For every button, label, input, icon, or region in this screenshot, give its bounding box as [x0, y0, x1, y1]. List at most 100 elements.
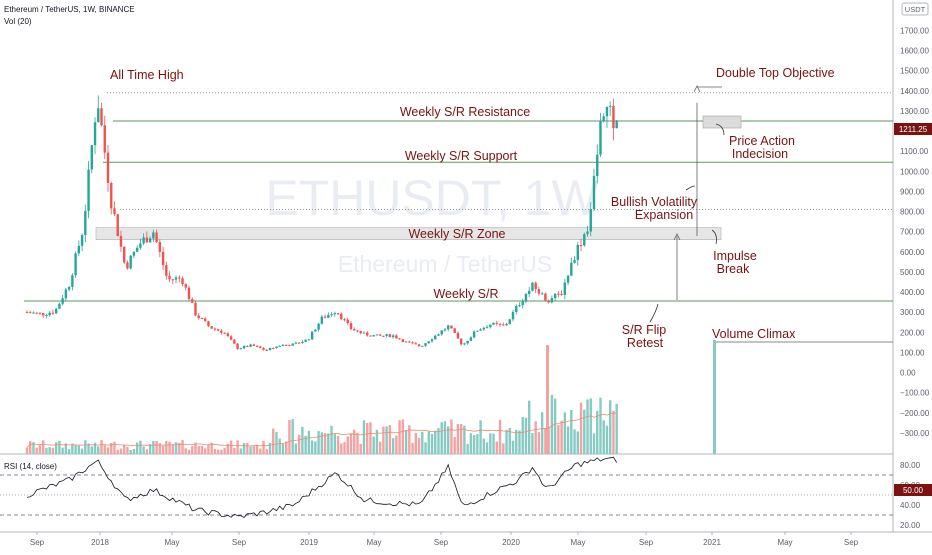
volume-bar: [67, 449, 71, 454]
volume-bar: [372, 436, 375, 454]
volume-bar: [181, 440, 184, 454]
volume-bar: [340, 443, 343, 454]
volume-bar: [275, 431, 278, 454]
candle-body: [320, 316, 324, 324]
volume-bar: [489, 433, 492, 454]
volume-bar: [51, 447, 55, 454]
candle-body: [200, 318, 204, 320]
time-tick: Sep: [844, 538, 859, 547]
volume-bar: [119, 448, 123, 454]
candle-body: [197, 315, 200, 319]
volume-bar: [540, 412, 544, 454]
price-tick: 700.00: [900, 228, 925, 237]
watermark-name: Ethereum / TetherUS: [338, 251, 552, 277]
rsi-current-badge: [894, 484, 932, 496]
candle-body: [42, 313, 45, 316]
volume-bar: [544, 428, 547, 454]
volume-bar: [106, 447, 110, 454]
volume-bar: [310, 440, 314, 454]
candle-body: [609, 106, 612, 108]
volume-bar: [148, 443, 152, 454]
volume-bar: [152, 440, 155, 454]
time-axis[interactable]: Sep 2018 May Sep 2019 May Sep 2020 May Sep 2021 May…: [30, 532, 859, 547]
volume-bar: [285, 441, 288, 454]
candle-body: [317, 323, 320, 330]
current-price-label: 1211.25: [899, 125, 928, 134]
candle-body: [356, 330, 359, 332]
volume-bar: [74, 445, 77, 454]
volume-bar: [90, 446, 93, 454]
volume-bar: [450, 419, 453, 454]
candle-body: [349, 323, 353, 330]
volume-bar: [132, 448, 136, 454]
volume-bar: [25, 447, 29, 454]
annotation-double-top: Double Top Objective: [716, 66, 835, 80]
candle-body: [323, 316, 327, 318]
candle-body: [605, 106, 609, 117]
volume-bar: [378, 441, 382, 454]
candle-body: [80, 235, 84, 246]
zone-arrowhead: [673, 233, 681, 241]
rsi-tick: 80.00: [900, 461, 921, 470]
price-tick: 400.00: [900, 288, 925, 297]
candle-body: [278, 345, 281, 347]
candle-body: [129, 255, 132, 269]
candle-body: [443, 329, 447, 331]
candle-body: [233, 339, 236, 344]
time-tick: Sep: [232, 538, 247, 547]
candle-body: [132, 251, 136, 256]
candle-body: [90, 145, 93, 170]
candle-body: [123, 246, 126, 263]
candle-body: [459, 338, 463, 345]
volume-bar: [139, 440, 142, 454]
price-tick: −100.00: [900, 389, 930, 398]
volume-bar: [472, 435, 476, 454]
volume-bars: [25, 340, 716, 454]
volume-bar: [242, 442, 246, 454]
annotation-price-action-2: Indecision: [732, 147, 788, 161]
candle-body: [54, 308, 58, 314]
volume-bar: [443, 421, 447, 454]
volume-bar: [226, 443, 230, 454]
price-axis[interactable]: 1700.001600.001500.001400.001300.001200.…: [900, 26, 930, 438]
candle-body: [511, 312, 515, 320]
volume-bar: [77, 445, 81, 454]
price-tick: 500.00: [900, 268, 925, 277]
volume-bar: [362, 420, 366, 454]
candle-body: [411, 342, 414, 344]
volume-bar: [194, 442, 197, 454]
volume-bar: [459, 423, 463, 454]
volume-bar: [521, 417, 524, 454]
volume-bar: [317, 431, 320, 454]
volume-bar: [288, 419, 291, 454]
volume-bar: [495, 441, 498, 454]
candle-body: [563, 282, 567, 295]
candle-body: [378, 334, 382, 336]
candle-body: [469, 337, 473, 341]
volume-bar: [233, 447, 236, 454]
candle-body: [521, 301, 524, 306]
candle-body: [216, 329, 220, 331]
annotation-bullish-1: Bullish Volatility: [611, 195, 698, 209]
volume-bar: [576, 431, 579, 454]
currency-badge[interactable]: [901, 2, 929, 16]
candle-body: [343, 319, 346, 321]
candle-body: [64, 289, 68, 299]
volume-bar: [272, 428, 275, 454]
candle-body: [178, 277, 181, 279]
candle-body: [485, 327, 489, 329]
candle-body: [314, 329, 317, 332]
volume-bar: [434, 430, 437, 454]
candle-body: [51, 312, 55, 314]
candle-body: [67, 286, 71, 290]
candle-body: [540, 293, 544, 295]
volume-bar: [537, 432, 541, 454]
candle-body: [489, 324, 492, 328]
volume-bar: [534, 421, 537, 454]
price-tick: 200.00: [900, 328, 925, 337]
volume-bar: [550, 394, 554, 454]
candle-body: [492, 322, 495, 325]
price-tick: 1700.00: [900, 26, 929, 35]
